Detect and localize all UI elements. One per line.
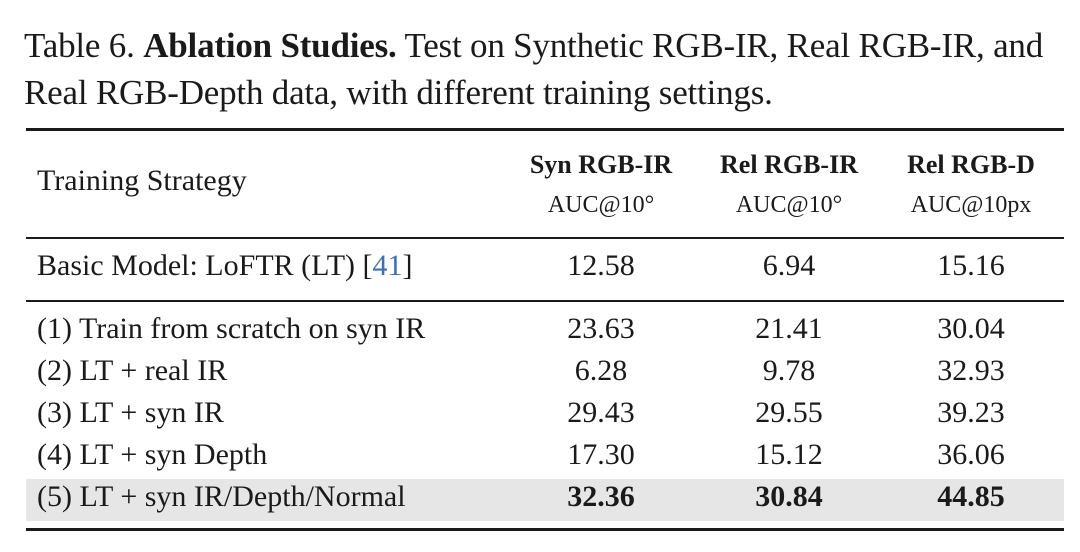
row-value-rel-rgb-d: 32.93 bbox=[937, 354, 1005, 387]
baseline-value-syn-rgb-ir: 12.58 bbox=[567, 249, 635, 282]
table-caption: Table 6. Ablation Studies. Test on Synth… bbox=[24, 22, 1064, 116]
caption-label: Table 6. bbox=[24, 26, 135, 65]
header-training-strategy: Training Strategy bbox=[37, 164, 247, 197]
row-value-rel-rgb-d: 44.85 bbox=[937, 480, 1005, 513]
row-value-syn-rgb-ir: 32.36 bbox=[567, 480, 635, 513]
row-label: (3) LT + syn IR bbox=[37, 396, 224, 429]
caption-text: Test on Synthetic RGB-IR, Real RGB-IR, a… bbox=[24, 26, 1044, 112]
header-col1-metric: AUC@10° bbox=[547, 192, 655, 218]
header-col2-metric: AUC@10° bbox=[735, 192, 843, 218]
baseline-reference-link[interactable]: 41 bbox=[372, 249, 403, 282]
header-col3-metric: AUC@10px bbox=[910, 192, 1032, 218]
row-value-syn-rgb-ir: 6.28 bbox=[574, 354, 628, 387]
row-value-syn-rgb-ir: 29.43 bbox=[567, 396, 635, 429]
row-value-rel-rgb-ir: 9.78 bbox=[762, 354, 816, 387]
baseline-value-rel-rgb-d: 15.16 bbox=[937, 249, 1005, 282]
header-col1-name: Syn RGB-IR bbox=[529, 150, 673, 179]
top-rule bbox=[26, 128, 1064, 131]
caption-title: Ablation Studies. bbox=[143, 26, 397, 65]
baseline-value-rel-rgb-ir: 6.94 bbox=[762, 249, 816, 282]
header-col3-name: Rel RGB-D bbox=[907, 150, 1035, 179]
row-value-syn-rgb-ir: 23.63 bbox=[567, 312, 635, 345]
header-col2-name: Rel RGB-IR bbox=[720, 150, 858, 179]
bottom-rule bbox=[26, 528, 1064, 531]
row-label: (1) Train from scratch on syn IR bbox=[37, 312, 426, 345]
row-value-rel-rgb-ir: 30.84 bbox=[755, 480, 823, 513]
baseline-rule bbox=[26, 300, 1064, 302]
best-row-highlight bbox=[26, 479, 1064, 521]
row-value-rel-rgb-ir: 29.55 bbox=[755, 396, 823, 429]
row-value-rel-rgb-ir: 15.12 bbox=[755, 438, 823, 471]
baseline-label: Basic Model: LoFTR (LT) [41] bbox=[37, 249, 413, 282]
row-label: (5) LT + syn IR/Depth/Normal bbox=[37, 480, 406, 513]
row-value-rel-rgb-d: 30.04 bbox=[937, 312, 1005, 345]
row-value-rel-rgb-d: 36.06 bbox=[937, 438, 1005, 471]
row-value-rel-rgb-ir: 21.41 bbox=[755, 312, 823, 345]
row-value-rel-rgb-d: 39.23 bbox=[937, 396, 1005, 429]
row-label: (4) LT + syn Depth bbox=[37, 438, 268, 471]
row-label: (2) LT + real IR bbox=[37, 354, 228, 387]
header-rule bbox=[26, 237, 1064, 239]
row-value-syn-rgb-ir: 17.30 bbox=[567, 438, 635, 471]
